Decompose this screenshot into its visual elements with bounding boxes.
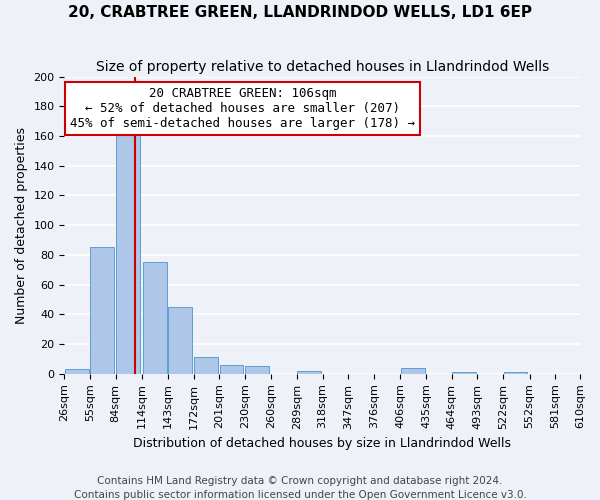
Title: Size of property relative to detached houses in Llandrindod Wells: Size of property relative to detached ho… [95, 60, 549, 74]
Text: Contains HM Land Registry data © Crown copyright and database right 2024.
Contai: Contains HM Land Registry data © Crown c… [74, 476, 526, 500]
Bar [194, 358, 218, 374]
Bar [245, 366, 269, 374]
Bar [401, 368, 425, 374]
X-axis label: Distribution of detached houses by size in Llandrindod Wells: Distribution of detached houses by size … [133, 437, 511, 450]
Bar [169, 307, 192, 374]
Y-axis label: Number of detached properties: Number of detached properties [15, 126, 28, 324]
Bar [298, 371, 322, 374]
Bar [91, 248, 115, 374]
Text: 20, CRABTREE GREEN, LLANDRINDOD WELLS, LD1 6EP: 20, CRABTREE GREEN, LLANDRINDOD WELLS, L… [68, 5, 532, 20]
Bar [116, 128, 140, 374]
Text: 20 CRABTREE GREEN: 106sqm
← 52% of detached houses are smaller (207)
45% of semi: 20 CRABTREE GREEN: 106sqm ← 52% of detac… [70, 87, 415, 130]
Bar [143, 262, 167, 374]
Bar [452, 372, 476, 374]
Bar [503, 372, 527, 374]
Bar [220, 365, 244, 374]
Bar [65, 370, 89, 374]
